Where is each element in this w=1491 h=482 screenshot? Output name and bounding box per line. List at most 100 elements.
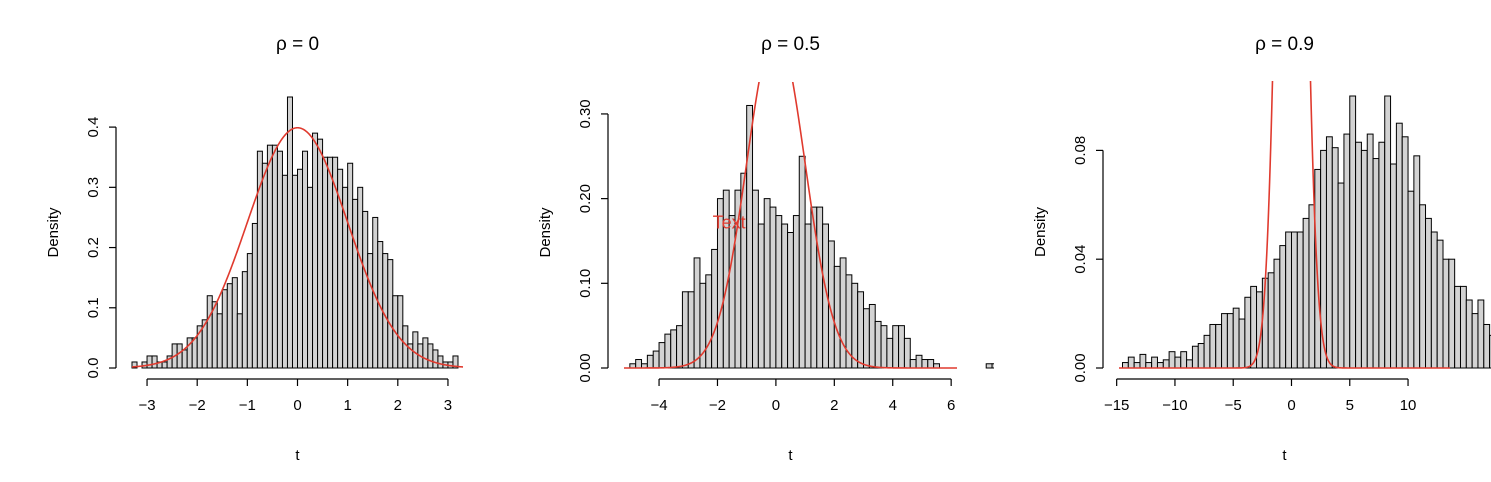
x-tick-label: 0 bbox=[1287, 397, 1295, 414]
histogram-bar bbox=[161, 361, 168, 369]
x-tick-label: 1 bbox=[343, 397, 351, 414]
histogram-bar bbox=[1459, 285, 1467, 369]
x-tick-label: 2 bbox=[830, 397, 838, 414]
histogram-bar bbox=[670, 329, 678, 369]
y-tick-label: 0.00 bbox=[577, 353, 594, 382]
x-tick-label: 4 bbox=[889, 397, 897, 414]
x-tick-label: −4 bbox=[650, 397, 667, 414]
histogram-bar bbox=[921, 359, 929, 369]
histogram-bar bbox=[1489, 334, 1491, 369]
histogram-bar bbox=[261, 162, 268, 369]
histogram-bar bbox=[357, 186, 364, 369]
y-axis: 0.0 0.1 0.2 0.3 0.4 bbox=[85, 117, 117, 378]
histogram-bar bbox=[687, 291, 695, 369]
histogram-bar bbox=[206, 295, 213, 369]
histogram-bar bbox=[868, 303, 876, 369]
histogram-bar bbox=[1390, 163, 1397, 369]
histogram-bar bbox=[775, 215, 783, 369]
histogram-bar bbox=[763, 198, 771, 369]
histogram-bar bbox=[1186, 359, 1193, 369]
histogram-bar bbox=[181, 349, 188, 369]
histogram-bar bbox=[693, 257, 701, 369]
x-tick-label: 0 bbox=[293, 397, 301, 414]
y-tick-label: 0.2 bbox=[85, 237, 102, 258]
histogram-bar bbox=[804, 223, 812, 369]
histogram-bar bbox=[1191, 345, 1199, 369]
y-tick-label: 0.1 bbox=[85, 297, 102, 318]
histogram-bar bbox=[191, 337, 198, 369]
histogram-bar bbox=[276, 150, 283, 369]
histogram-bar bbox=[851, 282, 859, 369]
histogram-bar bbox=[241, 271, 248, 369]
bars bbox=[131, 96, 459, 369]
histogram-bar bbox=[1151, 356, 1158, 369]
normal-density-curve bbox=[624, 82, 957, 369]
x-tick-label: −15 bbox=[1104, 397, 1129, 414]
histogram-bar bbox=[781, 223, 789, 369]
histogram-bar bbox=[317, 138, 324, 369]
histogram-bar bbox=[1378, 141, 1386, 369]
x-axis: −3 −2 −1 0 1 2 3 bbox=[138, 378, 452, 414]
histogram-bar bbox=[1349, 95, 1357, 369]
histogram-bar bbox=[1407, 190, 1415, 369]
histogram-bar bbox=[1337, 182, 1345, 369]
histogram-bar bbox=[1285, 231, 1292, 369]
histogram-bar bbox=[839, 257, 847, 369]
histogram-bar bbox=[728, 215, 736, 369]
histogram-bar bbox=[437, 355, 444, 369]
histogram-bar bbox=[1290, 231, 1298, 369]
histogram-bar bbox=[1436, 239, 1444, 369]
chart-title: ρ = 0 bbox=[276, 34, 319, 55]
x-tick-label: 10 bbox=[1400, 397, 1417, 414]
histogram-bar bbox=[1465, 299, 1473, 369]
histogram-bar bbox=[752, 189, 759, 369]
histogram-bar bbox=[362, 210, 369, 369]
histogram-bar bbox=[422, 337, 429, 369]
x-axis-label: t bbox=[295, 447, 300, 464]
histogram-bar bbox=[1483, 323, 1491, 369]
histogram-bar bbox=[1442, 258, 1450, 369]
histogram-bar bbox=[1419, 204, 1427, 369]
x-tick-label: 2 bbox=[394, 397, 402, 414]
histogram-chart-rho-0: ρ = 0 −3 −2 −1 0 1 2 3 t 0.0 0.1 0.2 0.3 0.4 Density bbox=[45, 34, 464, 464]
histogram-bar bbox=[412, 331, 419, 369]
bars bbox=[629, 104, 994, 369]
y-axis-label: Density bbox=[1032, 206, 1049, 257]
histogram-bar bbox=[286, 96, 293, 369]
x-axis: −15 −10 −5 0 5 10 bbox=[1104, 378, 1417, 414]
histogram-bar bbox=[1127, 356, 1135, 369]
histogram-chart-rho-0-5: ρ = 0.5 Text −4 −2 0 2 4 6 t 0.00 0.10 0.20 0.30 Dens… bbox=[537, 34, 994, 464]
histogram-bar bbox=[211, 301, 218, 369]
x-tick-label: 0 bbox=[772, 397, 780, 414]
histogram-bar bbox=[652, 350, 660, 369]
histogram-bar bbox=[880, 325, 888, 369]
histogram-bar bbox=[705, 274, 713, 369]
y-tick-label: 0.04 bbox=[1072, 245, 1089, 274]
x-tick-label: −5 bbox=[1225, 397, 1242, 414]
histogram-bar bbox=[1413, 155, 1421, 369]
histogram-bar bbox=[898, 325, 905, 369]
histogram-bar bbox=[131, 361, 138, 369]
x-tick-label: −1 bbox=[239, 397, 256, 414]
y-tick-label: 0.08 bbox=[1072, 136, 1089, 165]
histogram-bar bbox=[658, 342, 666, 369]
histogram-bar bbox=[231, 277, 238, 369]
histogram-bar bbox=[271, 144, 278, 369]
normal-density-curve bbox=[1119, 81, 1450, 369]
histogram-bar bbox=[635, 359, 643, 369]
y-axis: 0.00 0.10 0.20 0.30 bbox=[577, 99, 609, 383]
histogram-bar bbox=[1325, 136, 1333, 369]
histogram-bar bbox=[1203, 334, 1211, 369]
histogram-bar bbox=[798, 155, 806, 369]
histogram-bar bbox=[397, 295, 404, 369]
histogram-bar bbox=[1372, 158, 1380, 369]
y-tick-label: 0.4 bbox=[85, 117, 102, 138]
histogram-bar bbox=[857, 291, 865, 369]
histogram-bar bbox=[297, 168, 304, 369]
x-tick-label: −10 bbox=[1162, 397, 1187, 414]
histogram-bar bbox=[1238, 318, 1246, 369]
histogram-bar bbox=[307, 186, 314, 369]
histogram-bar bbox=[1425, 217, 1432, 369]
x-tick-label: 5 bbox=[1346, 397, 1354, 414]
